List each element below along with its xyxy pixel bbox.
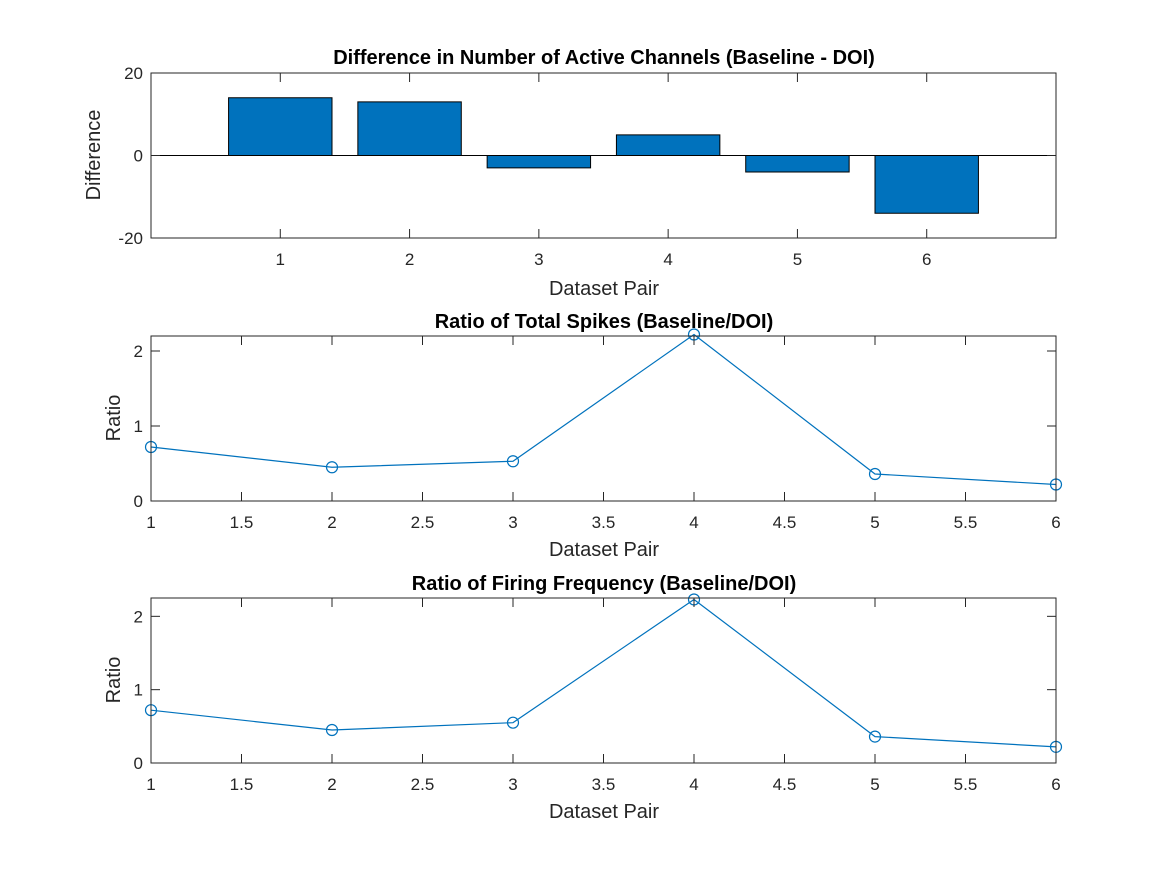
x-tick-label: 5: [793, 250, 802, 269]
total-spikes-ratio-chart: Ratio of Total Spikes (Baseline/DOI) Dat…: [103, 311, 1063, 561]
x-tick-label: 5: [870, 775, 879, 794]
x-tick-label: 2.5: [411, 513, 435, 532]
data-point: [868, 730, 882, 743]
y-tick-label: 0: [134, 492, 143, 511]
axes-frame: [150, 597, 1057, 764]
x-tick-label: 3: [508, 513, 517, 532]
bar: [228, 97, 333, 156]
y-tick-label: -20: [118, 229, 143, 248]
x-tick-label: 4: [689, 775, 698, 794]
y-tick-label: 20: [124, 64, 143, 83]
x-tick-label: 1.5: [230, 775, 254, 794]
axis-ticks: -20 0 20 1 2 3 4 5 6: [118, 64, 1056, 269]
y-axis-label: Ratio: [103, 395, 125, 442]
bar: [615, 134, 721, 156]
series-polyline: [150, 598, 1057, 748]
x-tick-label: 3.5: [592, 513, 616, 532]
x-tick-label: 2: [327, 775, 336, 794]
bars: [151, 97, 1056, 214]
bar: [745, 155, 850, 173]
x-tick-label: 1: [146, 775, 155, 794]
data-point: [325, 723, 339, 737]
chart-title: Ratio of Firing Frequency (Baseline/DOI): [412, 573, 797, 595]
x-tick-label: 2: [327, 513, 336, 532]
x-tick-label: 2.5: [411, 775, 435, 794]
axes-frame: [150, 72, 1057, 239]
y-tick-label: 0: [134, 147, 143, 166]
x-tick-label: 6: [922, 250, 931, 269]
x-tick-label: 4: [663, 250, 672, 269]
x-tick-label: 4.5: [773, 775, 797, 794]
y-axis-label: Ratio: [103, 657, 125, 704]
x-tick-label: 3: [534, 250, 543, 269]
data-point: [506, 716, 520, 729]
chart-title: Ratio of Total Spikes (Baseline/DOI): [435, 311, 774, 333]
x-tick-label: 1: [276, 250, 285, 269]
x-tick-label: 4: [689, 513, 698, 532]
y-tick-label: 2: [134, 342, 143, 361]
firing-frequency-ratio-chart: Ratio of Firing Frequency (Baseline/DOI)…: [103, 573, 1063, 823]
y-axis-label: Difference: [83, 110, 105, 201]
x-axis-label: Dataset Pair: [549, 801, 659, 823]
x-tick-label: 5: [870, 513, 879, 532]
data-point: [325, 461, 339, 474]
x-tick-label: 5.5: [954, 775, 978, 794]
axes-frame: [150, 335, 1057, 502]
y-tick-label: 1: [134, 681, 143, 700]
y-tick-label: 2: [134, 607, 143, 626]
data-point: [868, 467, 882, 481]
y-tick-label: 1: [134, 417, 143, 436]
series-line: [144, 593, 1063, 753]
x-tick-label: 6: [1051, 513, 1060, 532]
x-tick-label: 1.5: [230, 513, 254, 532]
x-tick-label: 6: [1051, 775, 1060, 794]
data-point: [506, 455, 520, 468]
x-tick-label: 2: [405, 250, 414, 269]
chart-title: Difference in Number of Active Channels …: [333, 47, 875, 69]
x-tick-label: 3: [508, 775, 517, 794]
series-polyline: [150, 333, 1057, 486]
x-tick-label: 1: [146, 513, 155, 532]
y-tick-label: 0: [134, 754, 143, 773]
x-axis-label: Dataset Pair: [549, 539, 659, 561]
x-tick-label: 3.5: [592, 775, 616, 794]
series-line: [144, 328, 1063, 491]
bar: [486, 155, 592, 169]
x-tick-label: 4.5: [773, 513, 797, 532]
x-tick-label: 5.5: [954, 513, 978, 532]
x-axis-label: Dataset Pair: [549, 278, 659, 300]
active-channels-difference-chart: Difference in Number of Active Channels …: [83, 47, 1057, 300]
bar: [357, 101, 462, 156]
bar: [874, 155, 979, 214]
